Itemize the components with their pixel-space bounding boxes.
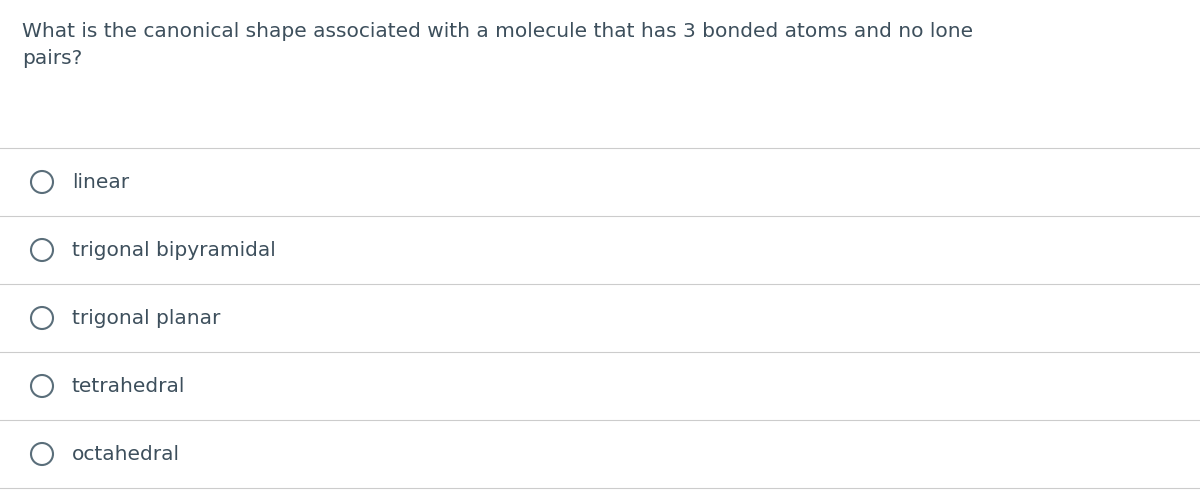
Text: tetrahedral: tetrahedral	[72, 376, 185, 395]
Text: octahedral: octahedral	[72, 444, 180, 464]
Text: trigonal planar: trigonal planar	[72, 309, 221, 327]
Text: What is the canonical shape associated with a molecule that has 3 bonded atoms a: What is the canonical shape associated w…	[22, 22, 973, 68]
Text: linear: linear	[72, 172, 130, 192]
Text: trigonal bipyramidal: trigonal bipyramidal	[72, 241, 276, 260]
